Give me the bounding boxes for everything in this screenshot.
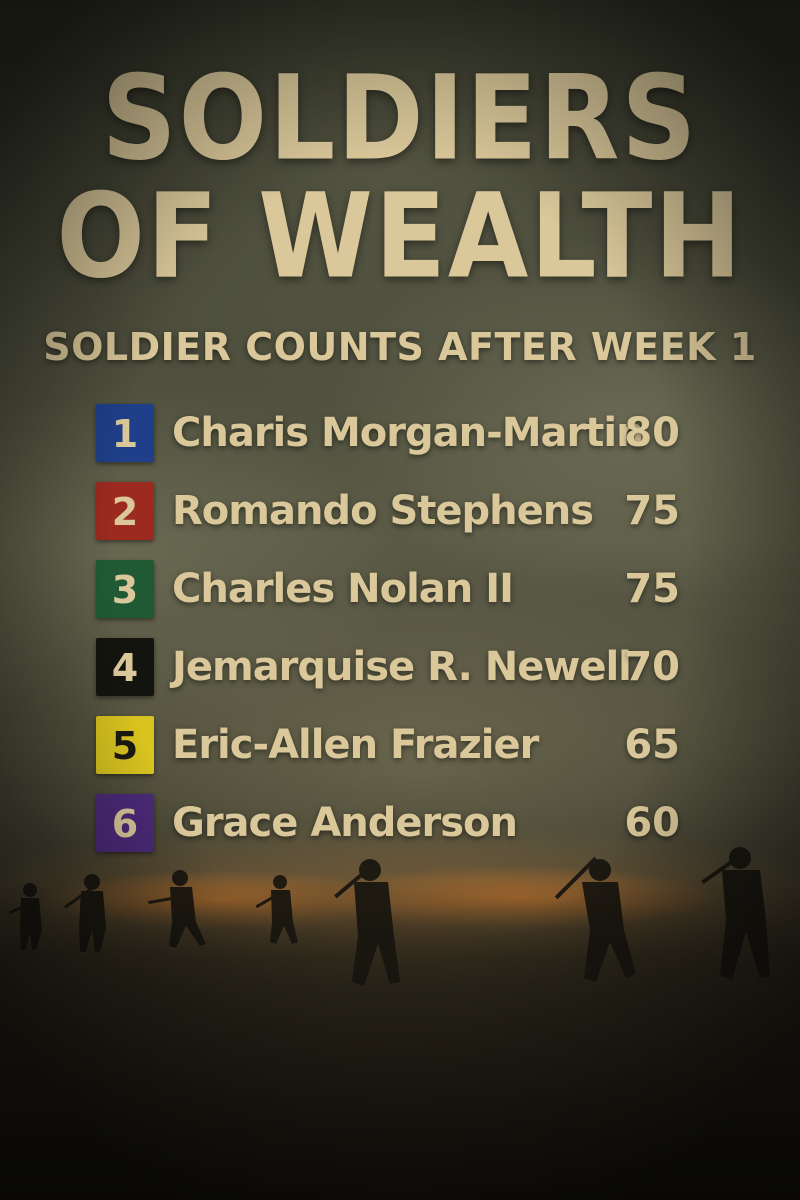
player-name: Jemarquise R. Newell xyxy=(172,644,632,690)
player-name: Eric-Allen Frazier xyxy=(172,722,539,768)
soldier-count: 80 xyxy=(624,410,680,456)
poster-subtitle: SOLDIER COUNTS AFTER WEEK 1 xyxy=(43,325,757,369)
player-name: Romando Stephens xyxy=(172,488,594,534)
rank-badge: 4 xyxy=(96,638,154,696)
soldier-count: 75 xyxy=(624,566,680,612)
rankings-list: 1 Charis Morgan-Martin 80 2 Romando Step… xyxy=(96,402,696,870)
rank-badge: 2 xyxy=(96,482,154,540)
soldier-count: 75 xyxy=(624,488,680,534)
soldier-count: 70 xyxy=(624,644,680,690)
poster-title-line-2: OF WEALTH xyxy=(56,167,744,305)
poster-title-line-1: SOLDIERS xyxy=(101,49,699,187)
player-name: Charis Morgan-Martin xyxy=(172,410,645,456)
ranking-row: 2 Romando Stephens 75 xyxy=(96,480,696,558)
rank-badge: 5 xyxy=(96,716,154,774)
ranking-row: 3 Charles Nolan II 75 xyxy=(96,558,696,636)
battlefield-illustration xyxy=(0,847,800,1200)
ranking-row: 4 Jemarquise R. Newell 70 xyxy=(96,636,696,714)
rank-badge: 1 xyxy=(96,404,154,462)
soldier-count: 65 xyxy=(624,722,680,768)
ranking-row: 1 Charis Morgan-Martin 80 xyxy=(96,402,696,480)
player-name: Charles Nolan II xyxy=(172,566,514,612)
rank-badge: 3 xyxy=(96,560,154,618)
ranking-row: 5 Eric-Allen Frazier 65 xyxy=(96,714,696,792)
battlefield-ground xyxy=(0,880,800,1200)
